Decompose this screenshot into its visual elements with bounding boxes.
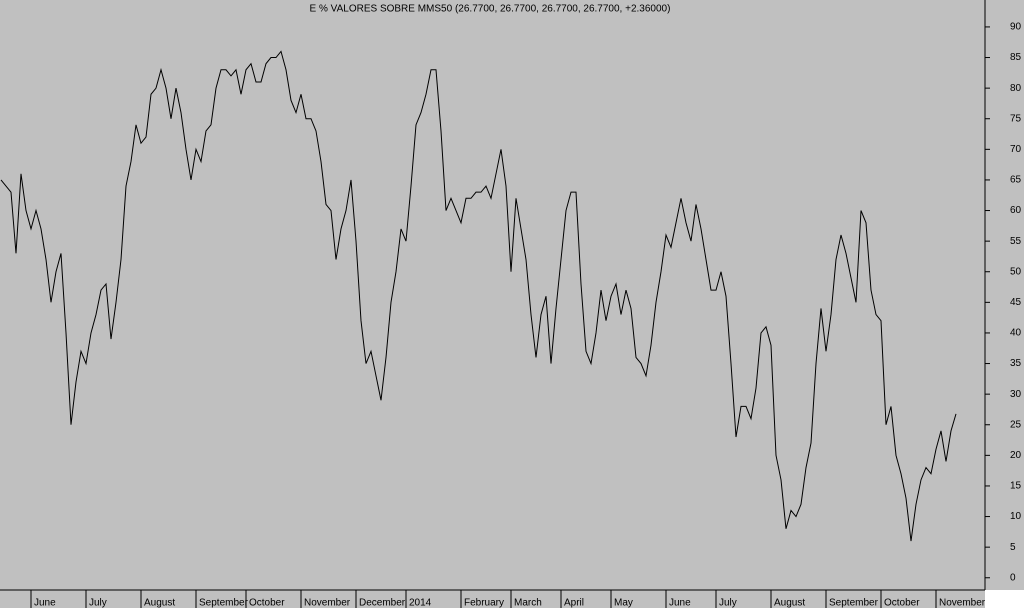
y-tick-label: 40: [1010, 328, 1022, 339]
y-tick-label: 55: [1010, 236, 1022, 247]
y-tick-label: 80: [1010, 83, 1022, 94]
series-line: [0, 50, 957, 542]
y-tick-label: 50: [1010, 266, 1022, 277]
y-tick-label: 45: [1010, 297, 1022, 308]
y-tick-label: 35: [1010, 358, 1022, 369]
x-tick-label: May: [614, 598, 633, 608]
x-tick-label: March: [514, 598, 542, 608]
x-tick-label: August: [144, 598, 175, 608]
corner-box: [985, 590, 1024, 608]
y-tick-label: 15: [1010, 481, 1022, 492]
x-tick-label: 2014: [409, 598, 432, 608]
y-tick-label: 30: [1010, 389, 1022, 400]
x-tick-label: April: [564, 598, 584, 608]
chart-title: E % VALORES SOBRE MMS50 (26.7700, 26.770…: [310, 4, 671, 15]
y-tick-label: 60: [1010, 205, 1022, 216]
x-tick-label: June: [669, 598, 691, 608]
x-tick-label: August: [774, 598, 805, 608]
y-tick-label: 75: [1010, 113, 1022, 124]
x-tick-label: October: [884, 598, 920, 608]
y-tick-label: 5: [1010, 542, 1016, 553]
x-tick-label: November: [939, 598, 986, 608]
y-tick-label: 20: [1010, 450, 1022, 461]
y-tick-label: 10: [1010, 511, 1022, 522]
x-tick-label: June: [34, 598, 56, 608]
y-tick-label: 65: [1010, 175, 1022, 186]
x-tick-label: December: [359, 598, 406, 608]
x-tick-label: July: [89, 598, 107, 608]
y-tick-label: 25: [1010, 419, 1022, 430]
x-tick-label: February: [464, 598, 504, 608]
y-tick-label: 70: [1010, 144, 1022, 155]
x-tick-label: September: [829, 598, 879, 608]
y-tick-label: 0: [1010, 572, 1016, 583]
x-tick-label: July: [719, 598, 737, 608]
x-tick-label: October: [249, 598, 285, 608]
x-tick-label: November: [304, 598, 351, 608]
y-tick-label: 85: [1010, 52, 1022, 63]
x-tick-label: September: [199, 598, 249, 608]
y-tick-label: 90: [1010, 22, 1022, 33]
